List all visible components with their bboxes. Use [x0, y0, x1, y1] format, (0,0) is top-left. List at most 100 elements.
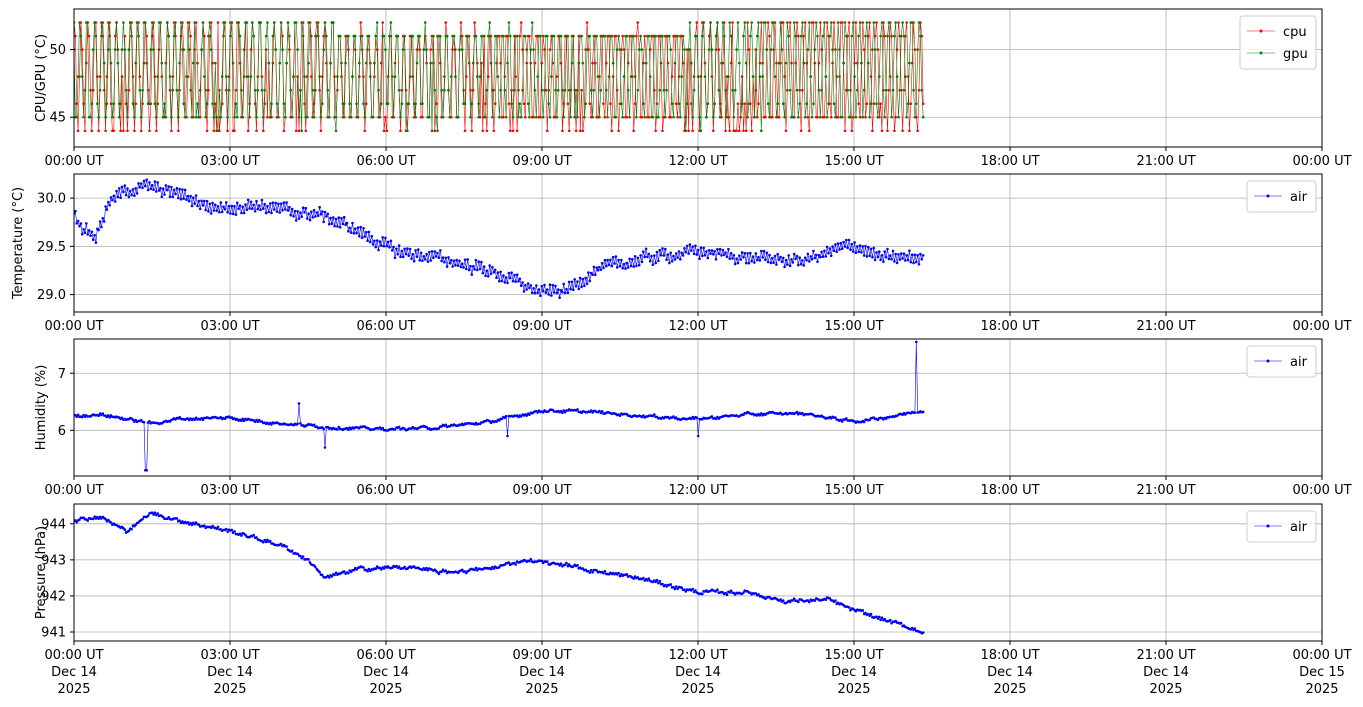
data-point: [718, 115, 722, 119]
data-point: [128, 189, 132, 193]
x-tick-label: 12:00 UT: [668, 483, 727, 498]
data-point: [824, 598, 828, 601]
data-point: [762, 249, 766, 253]
data-point: [622, 75, 626, 78]
data-point: [662, 88, 666, 92]
data-point: [397, 244, 401, 247]
data-point: [742, 591, 745, 594]
data-point: [758, 61, 762, 65]
data-point: [109, 102, 113, 105]
data-point: [119, 129, 122, 133]
data-point: [827, 251, 830, 255]
data-point: [733, 88, 737, 92]
data-point: [307, 212, 310, 215]
data-point: [89, 234, 92, 238]
data-point: [252, 203, 255, 207]
data-point: [714, 417, 718, 421]
data-point: [225, 88, 228, 92]
x-tick-label: 09:00 UT: [512, 648, 571, 663]
data-point: [430, 250, 434, 253]
data-point: [861, 609, 865, 612]
data-point: [358, 75, 361, 78]
data-point: [75, 102, 78, 105]
legend: air: [1246, 510, 1317, 543]
x-tick-year: 2025: [213, 682, 246, 697]
data-point: [141, 186, 144, 190]
data-point: [145, 178, 148, 181]
data-point: [851, 250, 855, 253]
data-point: [381, 236, 385, 239]
data-point: [921, 410, 925, 414]
data-point: [407, 102, 411, 105]
data-point: [348, 226, 352, 230]
x-tick-date: Dec 14: [1143, 665, 1189, 680]
data-point: [439, 34, 442, 38]
data-point: [832, 21, 836, 24]
data-point: [801, 259, 804, 262]
data-point: [834, 48, 837, 51]
data-point: [126, 187, 129, 190]
data-point: [919, 252, 922, 256]
data-point: [506, 61, 509, 65]
data-point: [83, 129, 87, 133]
data-point: [559, 562, 563, 565]
data-point: [375, 239, 379, 242]
data-point: [615, 266, 619, 269]
data-point: [606, 115, 609, 119]
data-point: [536, 291, 539, 295]
data-point: [840, 21, 844, 24]
data-point: [736, 102, 740, 105]
data-point: [334, 217, 338, 221]
data-point: [828, 247, 832, 250]
data-point: [868, 115, 871, 119]
data-point: [546, 288, 549, 291]
data-point: [332, 21, 335, 24]
data-point: [665, 258, 668, 262]
data-point: [657, 115, 660, 119]
data-point: [133, 194, 136, 197]
data-point: [252, 34, 255, 38]
data-point: [518, 34, 522, 38]
data-point: [561, 291, 564, 294]
data-point: [910, 21, 914, 24]
data-point: [506, 281, 509, 285]
data-point: [484, 115, 487, 119]
data-point: [802, 264, 806, 267]
data-point: [488, 264, 492, 267]
data-point: [139, 182, 143, 185]
data-point: [857, 102, 860, 105]
data-point: [263, 202, 267, 206]
data-point: [760, 249, 763, 253]
data-point: [883, 250, 886, 253]
data-point: [388, 34, 391, 38]
data-point: [775, 61, 778, 65]
data-point: [301, 21, 305, 24]
data-point: [443, 88, 446, 92]
data-point: [880, 254, 884, 257]
data-point: [373, 75, 376, 78]
data-point: [913, 48, 917, 51]
data-point: [519, 415, 523, 418]
data-point: [101, 412, 105, 415]
data-point: [784, 61, 788, 65]
data-point: [429, 48, 433, 51]
x-tick-label: 12:00 UT: [668, 648, 727, 663]
data-point: [836, 242, 840, 245]
data-point: [618, 414, 622, 418]
data-point: [854, 115, 858, 119]
data-point: [867, 61, 870, 65]
data-point: [146, 88, 150, 92]
data-point: [776, 102, 779, 105]
data-point: [853, 61, 856, 65]
data-point: [301, 555, 305, 558]
data-point: [591, 571, 594, 574]
data-point: [755, 34, 759, 38]
data-point: [574, 129, 578, 133]
data-point: [729, 34, 733, 38]
data-point: [139, 129, 143, 133]
data-point: [781, 102, 785, 105]
data-point: [189, 194, 192, 198]
data-point: [94, 34, 98, 38]
data-point: [481, 271, 485, 275]
data-point: [123, 48, 127, 51]
